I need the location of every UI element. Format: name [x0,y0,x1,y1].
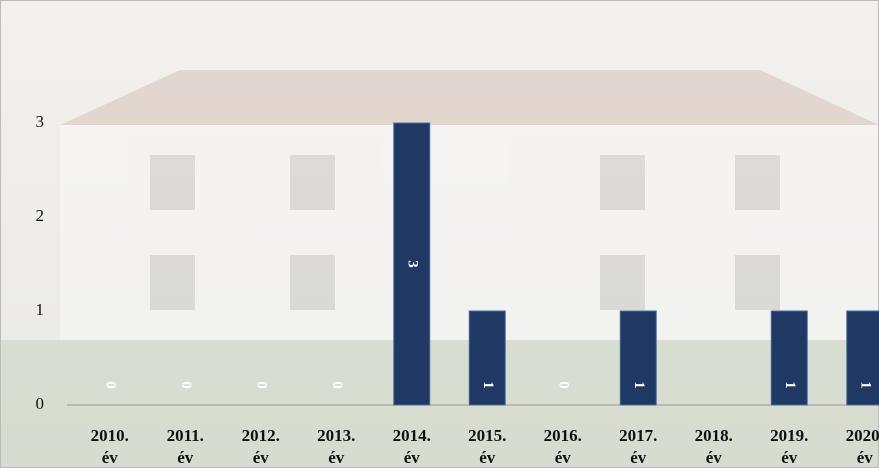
x-tick-label: 2018. [695,426,733,445]
x-tick-label: 2014. [393,426,431,445]
x-tick-label: 2015. [468,426,506,445]
x-tick-label: 2019. [770,426,808,445]
value-label: 0 [102,381,118,389]
value-label: 0 [178,381,194,389]
bar [770,310,808,406]
x-tick-label: év [102,448,119,467]
x-tick-label: 2016. [544,426,582,445]
x-tick-label: év [857,448,874,467]
value-label: 1 [857,381,873,389]
x-tick-label: év [404,448,421,467]
y-tick-label: 3 [36,112,45,131]
x-tick-label: 2011. [167,426,204,445]
y-tick-label: 1 [36,300,45,319]
x-tick-label: év [177,448,194,467]
value-label: 1 [782,381,798,389]
x-tick-label: év [328,448,345,467]
x-tick-label: év [630,448,647,467]
bar [846,310,879,406]
bar [619,310,657,406]
bar [393,122,431,406]
value-label: 0 [555,381,571,389]
value-label: 3 [404,260,420,268]
value-label: 1 [631,381,647,389]
x-tick-label: 2017. [619,426,657,445]
x-tick-label: 2010. [91,426,129,445]
x-tick-label: év [706,448,723,467]
x-tick-label: 2020. [846,426,879,445]
x-tick-label: év [781,448,798,467]
x-tick-label: 2012. [242,426,280,445]
value-label: 0 [253,381,269,389]
x-tick-label: év [479,448,496,467]
background-photo [0,70,879,468]
value-label: 0 [329,381,345,389]
x-tick-label: év [555,448,572,467]
bar [468,310,506,406]
x-tick-label: év [253,448,270,467]
y-tick-label: 0 [36,394,45,413]
x-tick-label: 2013. [317,426,355,445]
y-tick-label: 2 [36,206,45,225]
value-label: 1 [480,381,496,389]
